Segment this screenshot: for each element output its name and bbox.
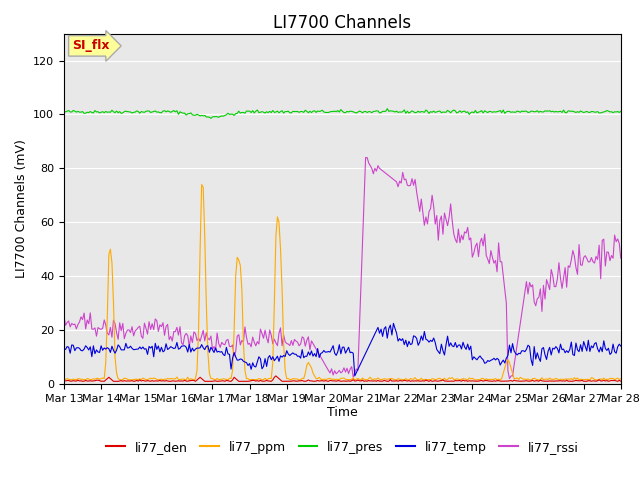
li77_ppm bbox=[379, 376, 387, 382]
Text: SI_flx: SI_flx bbox=[72, 39, 110, 52]
Line: li77_pres: li77_pres bbox=[64, 108, 621, 119]
li77_rssi bbox=[60, 313, 68, 319]
li77_pres bbox=[379, 108, 387, 114]
li77_ppm bbox=[527, 377, 535, 383]
li77_rssi bbox=[506, 376, 513, 382]
li77_pres bbox=[617, 108, 625, 114]
li77_rssi bbox=[397, 180, 405, 186]
li77_temp bbox=[552, 344, 559, 349]
li77_ppm bbox=[198, 181, 205, 187]
li77_ppm bbox=[397, 377, 405, 383]
li77_den bbox=[412, 378, 419, 384]
li77_rssi bbox=[362, 155, 369, 160]
li77_rssi bbox=[164, 322, 172, 327]
Y-axis label: LI7700 Channels (mV): LI7700 Channels (mV) bbox=[15, 139, 28, 278]
Legend: li77_den, li77_ppm, li77_pres, li77_temp, li77_rssi: li77_den, li77_ppm, li77_pres, li77_temp… bbox=[101, 436, 584, 459]
li77_temp bbox=[76, 346, 83, 351]
li77_pres bbox=[164, 108, 172, 114]
li77_rssi bbox=[410, 182, 417, 188]
li77_ppm bbox=[617, 376, 625, 382]
li77_rssi bbox=[617, 255, 625, 261]
li77_ppm bbox=[60, 376, 68, 382]
li77_temp bbox=[390, 321, 397, 326]
li77_temp bbox=[617, 343, 625, 349]
li77_temp bbox=[412, 334, 419, 339]
li77_pres bbox=[207, 116, 215, 121]
li77_temp bbox=[379, 334, 387, 339]
Line: li77_temp: li77_temp bbox=[64, 324, 621, 376]
Line: li77_ppm: li77_ppm bbox=[64, 184, 621, 380]
li77_den bbox=[100, 378, 108, 384]
li77_den bbox=[165, 378, 173, 384]
li77_ppm bbox=[552, 375, 559, 381]
li77_den bbox=[380, 378, 388, 384]
li77_den bbox=[552, 378, 559, 384]
li77_temp bbox=[164, 347, 172, 352]
li77_pres bbox=[60, 108, 68, 114]
li77_pres bbox=[412, 110, 419, 116]
li77_ppm bbox=[164, 375, 172, 381]
li77_ppm bbox=[76, 376, 83, 382]
li77_den bbox=[399, 378, 406, 384]
li77_pres bbox=[399, 109, 406, 115]
li77_temp bbox=[60, 346, 68, 352]
li77_den bbox=[272, 373, 280, 379]
li77_rssi bbox=[552, 284, 559, 289]
Line: li77_den: li77_den bbox=[64, 376, 621, 381]
li77_pres bbox=[552, 108, 559, 114]
li77_pres bbox=[383, 106, 391, 111]
li77_rssi bbox=[379, 168, 387, 174]
Title: LI7700 Channels: LI7700 Channels bbox=[273, 14, 412, 32]
Line: li77_rssi: li77_rssi bbox=[64, 157, 621, 379]
li77_den bbox=[617, 378, 625, 384]
li77_temp bbox=[351, 373, 358, 379]
li77_den bbox=[60, 378, 68, 384]
li77_den bbox=[76, 378, 83, 384]
li77_rssi bbox=[76, 319, 83, 325]
X-axis label: Time: Time bbox=[327, 407, 358, 420]
li77_temp bbox=[399, 336, 406, 342]
li77_ppm bbox=[410, 376, 417, 382]
li77_pres bbox=[76, 109, 83, 115]
